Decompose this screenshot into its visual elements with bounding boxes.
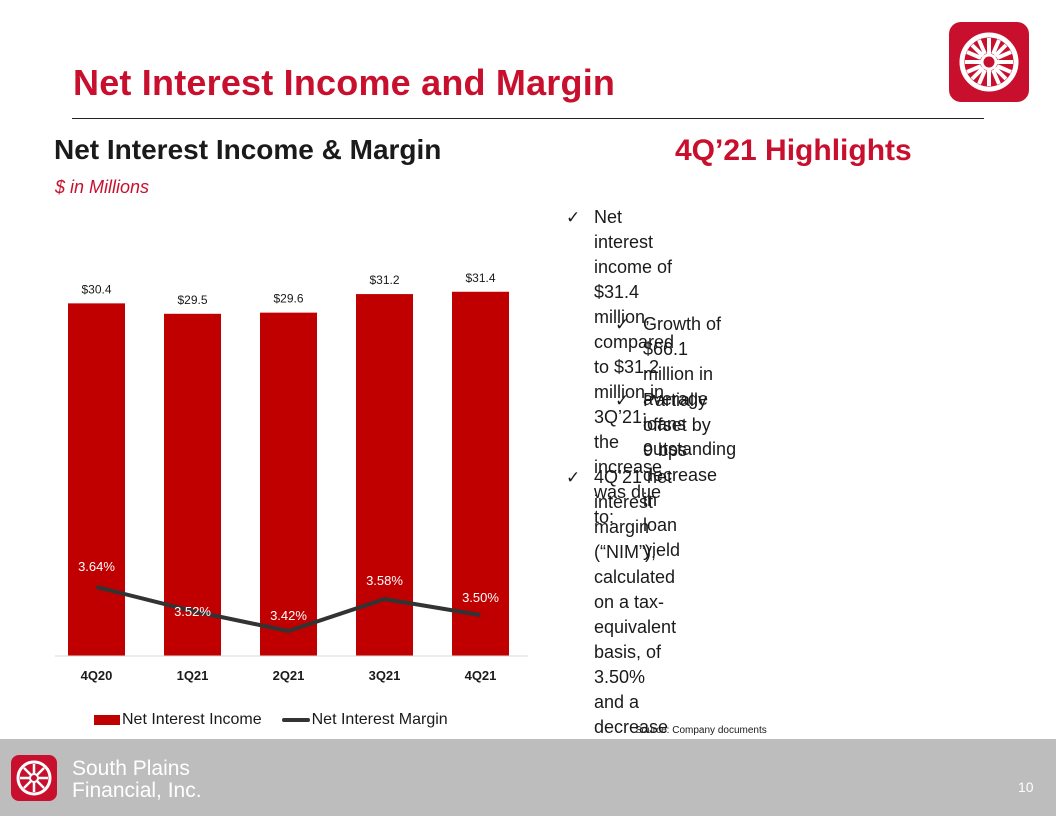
legend-item-nii: Net Interest Income [94, 711, 262, 729]
checkmark-icon: ✓ [566, 468, 581, 487]
nii-bar [356, 294, 413, 656]
nii-bar-label: $30.4 [81, 282, 111, 296]
company-name-line1: South Plains [72, 757, 190, 780]
bullet-line: 4Q’21 net interest margin (“NIM”), calcu… [594, 467, 676, 587]
title-divider [72, 118, 984, 119]
company-name-line2: Financial, Inc. [72, 779, 202, 802]
bullet-line: increase was due to: [594, 457, 663, 527]
nim-point-label: 3.58% [366, 573, 403, 588]
legend-label: Net Interest Income [122, 711, 262, 728]
legend-swatch-bar [94, 715, 120, 725]
company-name: South Plains Financial, Inc. [72, 758, 202, 802]
nim-line [96, 585, 481, 633]
checkmark-icon: ✓ [566, 208, 581, 227]
x-tick-label: 2Q21 [273, 668, 305, 683]
nii-bar [164, 313, 221, 656]
nim-point-label: 3.50% [462, 590, 499, 605]
nii-bar [452, 291, 509, 656]
bullet-line: Growth of $66.1 million in average [643, 314, 722, 409]
footer-logo-icon [11, 755, 57, 801]
bullet-line: loans outstanding [643, 414, 737, 459]
legend-swatch-line [281, 718, 310, 722]
x-tick-label: 3Q21 [369, 668, 401, 683]
bullet-line: on a tax-equivalent basis, of 3.50% and … [594, 592, 677, 712]
chart-subtitle: Net Interest Income & Margin [54, 134, 442, 165]
legend-item-nim: Net Interest Margin [281, 711, 448, 729]
nii-bar-label: $31.4 [465, 271, 495, 285]
checkmark-icon: ✓ [615, 315, 630, 334]
bullet-line: compared to $31.2 million in 3Q’21; the [594, 332, 675, 452]
chart-legend: Net Interest Income Net Interest Margin [94, 711, 448, 729]
checkmark-icon: ✓ [615, 391, 630, 410]
nii-nim-chart: $30.4 4Q20 $29.5 1Q21 $29.6 2Q21 $31.2 3Q21 $31.… [55, 271, 528, 683]
nii-bar [260, 312, 317, 656]
nim-point-label: 3.52% [174, 604, 211, 619]
x-tick-label: 4Q21 [465, 668, 497, 683]
nii-bar-label: $31.2 [369, 273, 399, 287]
x-tick-label: 4Q20 [81, 668, 113, 683]
source-note: Source: Company documents [635, 725, 767, 736]
bullet-line: Partially offset by 9 bps decrease in [643, 390, 718, 510]
nim-point-label: 3.42% [270, 608, 307, 623]
wagon-wheel-icon [959, 32, 1019, 92]
company-logo [949, 22, 1029, 102]
footer-bar: South Plains Financial, Inc. 10 [0, 739, 1056, 816]
highlights-title: 4Q’21 Highlights [675, 134, 912, 167]
slide-title: Net Interest Income and Margin [73, 62, 616, 103]
nii-bar-label: $29.6 [273, 292, 303, 306]
bullet-line: loan yield [643, 515, 681, 560]
page-number: 10 [1018, 779, 1034, 795]
legend-label: Net Interest Margin [311, 711, 448, 728]
x-tick-label: 1Q21 [177, 668, 209, 683]
nii-bar-label: $29.5 [177, 293, 207, 307]
nii-bar [68, 303, 125, 656]
bullet-line: Net interest income of $31.4 million, [594, 207, 673, 327]
nim-point-label: 3.64% [78, 559, 115, 574]
chart-units: $ in Millions [55, 177, 150, 197]
